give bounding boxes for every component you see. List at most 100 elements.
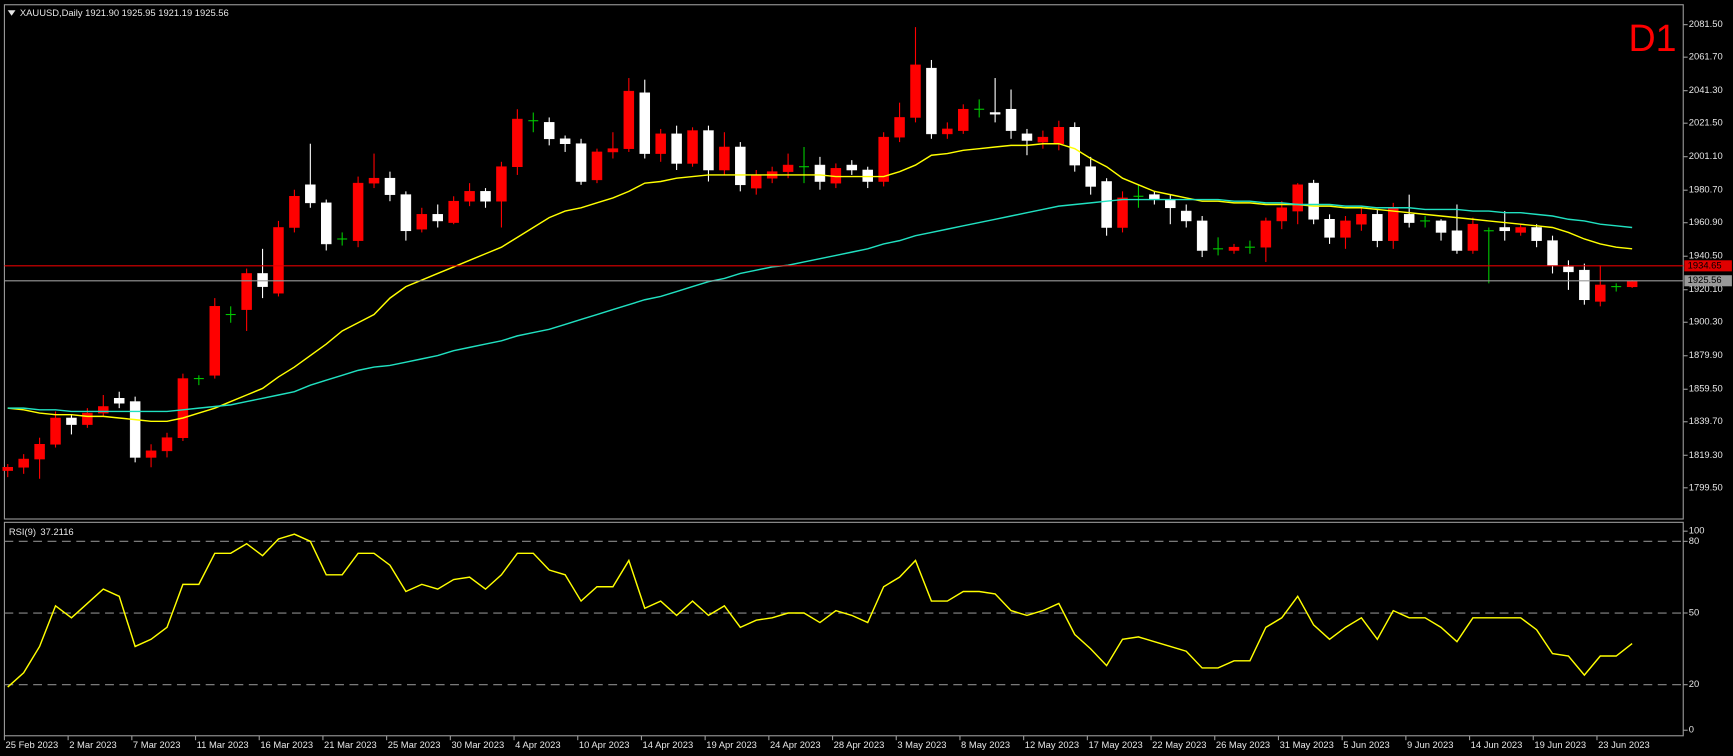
y-tick-label: 1799.50 bbox=[1689, 481, 1723, 492]
x-tick-label: 24 Apr 2023 bbox=[770, 739, 821, 750]
chart-title: XAUUSD,Daily 1921.90 1925.95 1921.19 192… bbox=[20, 7, 229, 18]
candle-body bbox=[400, 194, 412, 232]
candle-body bbox=[496, 166, 507, 202]
candle-body bbox=[1626, 280, 1638, 288]
price-layer: 2081.50 2061.70 2041.30 2021.50 2001.10 1980.… bbox=[2, 18, 1732, 750]
x-tick-label: 4 Apr 2023 bbox=[515, 739, 560, 750]
candle-body bbox=[1228, 246, 1240, 251]
candle-body bbox=[1069, 127, 1081, 166]
y-tick-label: 1859.50 bbox=[1689, 383, 1723, 394]
x-tick-label: 19 Apr 2023 bbox=[706, 739, 757, 750]
candle-body bbox=[942, 128, 953, 135]
candle-body bbox=[1547, 240, 1558, 266]
y-tick-label: 2061.70 bbox=[1689, 51, 1723, 62]
candle-body bbox=[1595, 284, 1606, 302]
candle-body bbox=[1372, 214, 1383, 241]
x-tick-label: 14 Apr 2023 bbox=[643, 739, 694, 750]
candle-body bbox=[305, 184, 316, 204]
y-tick-label: 2081.50 bbox=[1689, 18, 1723, 29]
x-tick-label: 22 May 2023 bbox=[1152, 739, 1206, 750]
candle-body bbox=[591, 151, 603, 181]
candle-body bbox=[814, 164, 826, 182]
x-tick-label: 8 May 2023 bbox=[961, 739, 1010, 750]
menu-triangle bbox=[7, 10, 16, 16]
y-tick-label: 1920.10 bbox=[1689, 283, 1723, 294]
candle-body bbox=[273, 227, 284, 294]
candle-body bbox=[639, 92, 651, 154]
price-label: 1925.56 bbox=[1688, 274, 1722, 285]
candle-body bbox=[512, 118, 523, 167]
candle-body bbox=[320, 202, 332, 245]
candle-body bbox=[575, 143, 587, 182]
candle-body bbox=[480, 191, 491, 202]
x-tick-label: 25 Mar 2023 bbox=[388, 739, 441, 750]
candle-body bbox=[750, 174, 762, 189]
candle-body bbox=[1196, 220, 1208, 251]
candle-body bbox=[2, 466, 13, 471]
rsi-y-tick-label: 20 bbox=[1689, 678, 1699, 689]
y-tick-label: 1940.50 bbox=[1689, 250, 1723, 261]
candle-body bbox=[926, 67, 937, 135]
y-tick-label: 2021.50 bbox=[1689, 117, 1723, 128]
rsi-y-tick-label: 50 bbox=[1689, 606, 1699, 617]
candle-body bbox=[1117, 197, 1128, 228]
x-tick-label: 31 May 2023 bbox=[1280, 739, 1334, 750]
candle-body bbox=[177, 378, 189, 438]
candle-body bbox=[1260, 220, 1272, 248]
rsi-line bbox=[7, 533, 1633, 688]
rsi-last-value: 37.2116 bbox=[40, 526, 73, 537]
candle-body bbox=[209, 306, 221, 376]
y-tick-label: 2001.10 bbox=[1689, 150, 1723, 161]
y-tick-label: 1879.90 bbox=[1689, 349, 1723, 360]
candle-body bbox=[1579, 269, 1590, 301]
candle-body bbox=[1467, 223, 1479, 251]
x-tick-label: 12 May 2023 bbox=[1025, 739, 1079, 750]
x-tick-label: 25 Feb 2023 bbox=[6, 739, 59, 750]
candle-body bbox=[1292, 184, 1303, 212]
x-tick-label: 30 Mar 2023 bbox=[451, 739, 504, 750]
x-tick-label: 14 Jun 2023 bbox=[1471, 739, 1523, 750]
candle-body bbox=[1053, 127, 1065, 145]
x-tick-label: 23 Jun 2023 bbox=[1598, 739, 1650, 750]
price-pane bbox=[3, 4, 1684, 520]
price-label-box bbox=[1684, 260, 1732, 272]
x-tick-label: 19 Jun 2023 bbox=[1534, 739, 1586, 750]
candle-body bbox=[257, 273, 268, 287]
candle-body bbox=[1515, 227, 1526, 233]
candle-body bbox=[623, 90, 635, 149]
candle-body bbox=[559, 138, 571, 145]
candle-body bbox=[1037, 136, 1049, 143]
candle-body bbox=[98, 406, 109, 414]
timeframe: D1 bbox=[1629, 17, 1677, 59]
candle-body bbox=[289, 196, 300, 228]
candle-body bbox=[687, 130, 698, 164]
candle-body bbox=[1324, 218, 1335, 238]
candle-body bbox=[719, 146, 730, 171]
candle-body bbox=[1101, 181, 1112, 228]
candle-body bbox=[1531, 227, 1542, 241]
candle-body bbox=[1180, 210, 1192, 222]
candle-body bbox=[129, 401, 141, 458]
candle-body bbox=[1356, 214, 1367, 225]
candle-body bbox=[352, 182, 364, 241]
x-tick-label: 16 Mar 2023 bbox=[260, 739, 313, 750]
candle-body bbox=[989, 112, 1001, 115]
rsi-pane bbox=[3, 521, 1684, 737]
y-tick-label: 1960.90 bbox=[1689, 216, 1723, 227]
candle-body bbox=[607, 148, 619, 153]
rsi-y-tick-label: 100 bbox=[1689, 525, 1705, 536]
x-tick-label: 26 May 2023 bbox=[1216, 739, 1270, 750]
x-tick-label: 5 Jun 2023 bbox=[1343, 739, 1389, 750]
candle-body bbox=[543, 122, 555, 140]
y-tick-label: 1839.70 bbox=[1689, 415, 1723, 426]
candle-body bbox=[1165, 199, 1176, 209]
rsi-y-tick-label: 80 bbox=[1689, 535, 1699, 546]
price-label-box bbox=[1684, 275, 1732, 287]
candle-body bbox=[878, 136, 889, 182]
candle-body bbox=[113, 398, 125, 404]
candle-body bbox=[1149, 194, 1160, 200]
x-tick-label: 11 Mar 2023 bbox=[197, 739, 249, 750]
